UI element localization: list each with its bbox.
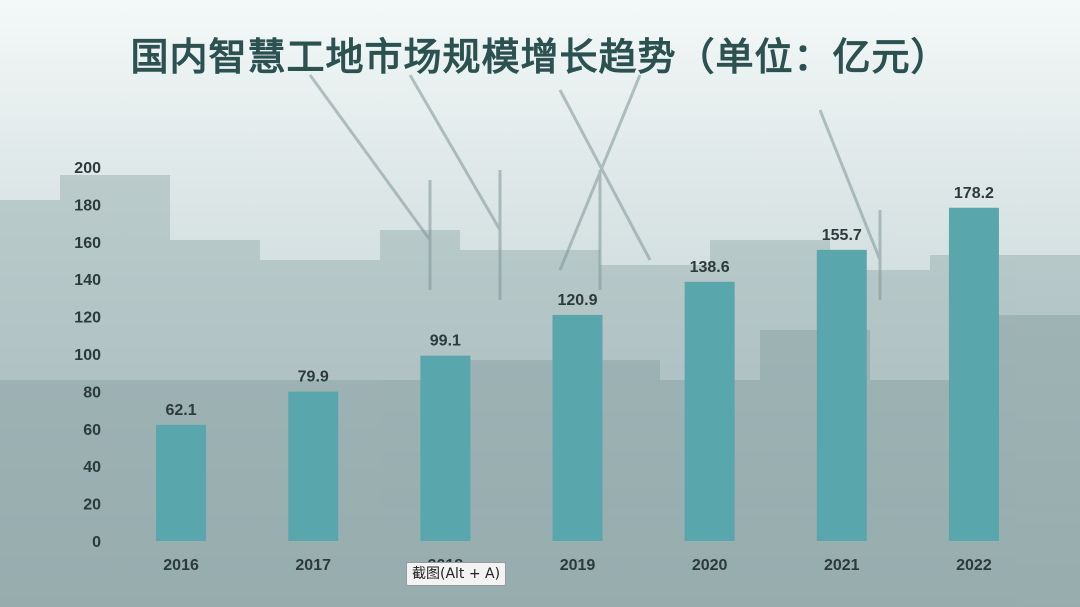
x-tick-label-2020: 2020 xyxy=(692,557,728,574)
y-tick-label: 200 xyxy=(74,160,101,177)
data-label-2018: 99.1 xyxy=(430,333,461,350)
y-tick-label: 180 xyxy=(74,197,101,214)
y-tick-label: 140 xyxy=(74,272,101,289)
data-label-2020: 138.6 xyxy=(690,259,730,276)
data-label-2022: 178.2 xyxy=(954,185,994,202)
y-tick-label: 100 xyxy=(74,347,101,364)
x-tick-label-2016: 2016 xyxy=(163,557,199,574)
y-tick-label: 40 xyxy=(83,459,101,476)
screenshot-tooltip: 截图(Alt + A) xyxy=(406,562,507,586)
bar-2018 xyxy=(420,355,471,541)
y-tick-label: 80 xyxy=(83,384,101,401)
bar-2022 xyxy=(948,207,999,542)
x-tick-label-2021: 2021 xyxy=(824,557,860,574)
bar-2017 xyxy=(288,391,339,541)
bar-2021 xyxy=(816,249,867,541)
y-tick-label: 20 xyxy=(83,497,101,514)
y-tick-label: 0 xyxy=(92,534,101,551)
y-tick-label: 120 xyxy=(74,310,101,327)
bar-2020 xyxy=(684,281,735,541)
page-title: 国内智慧工地市场规模增长趋势（单位：亿元） xyxy=(130,35,950,79)
x-tick-label-2019: 2019 xyxy=(560,557,596,574)
data-label-2016: 62.1 xyxy=(166,402,197,419)
bar-2016 xyxy=(156,424,207,541)
x-tick-label-2022: 2022 xyxy=(956,557,992,574)
y-tick-label: 160 xyxy=(74,235,101,252)
data-label-2021: 155.7 xyxy=(822,227,862,244)
x-tick-label-2017: 2017 xyxy=(295,557,331,574)
data-label-2019: 120.9 xyxy=(557,292,597,309)
data-label-2017: 79.9 xyxy=(298,369,329,386)
y-tick-label: 60 xyxy=(83,422,101,439)
bar-2019 xyxy=(552,314,603,541)
